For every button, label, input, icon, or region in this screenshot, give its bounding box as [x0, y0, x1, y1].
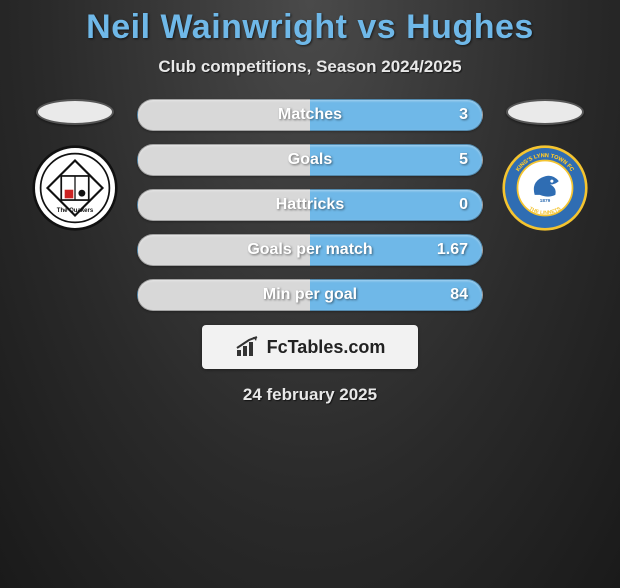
comparison-date: 24 february 2025 [0, 385, 620, 405]
stat-value-right: 5 [459, 151, 468, 169]
left-player-photo [36, 99, 114, 125]
left-team-badge: The Quakers [32, 145, 118, 231]
svg-text:The Quakers: The Quakers [57, 208, 94, 214]
brand-watermark: FcTables.com [202, 325, 418, 369]
stat-label: Hattricks [276, 196, 344, 214]
stat-bar: Goals 5 [137, 144, 483, 176]
stat-label: Matches [278, 106, 342, 124]
stat-bar: Goals per match 1.67 [137, 234, 483, 266]
left-player-column: The Quakers [15, 99, 135, 231]
stat-bar: Hattricks 0 [137, 189, 483, 221]
brand-text: FcTables.com [267, 337, 386, 358]
page-subtitle: Club competitions, Season 2024/2025 [0, 57, 620, 77]
chart-icon [235, 336, 261, 358]
svg-text:1879: 1879 [540, 198, 551, 204]
stat-label: Goals [288, 151, 332, 169]
stat-value-right: 3 [459, 106, 468, 124]
stat-value-right: 84 [450, 286, 468, 304]
stat-label: Goals per match [247, 241, 372, 259]
comparison-layout: The Quakers Matches 3 Goals 5 Hattricks 0 Goal… [0, 99, 620, 311]
stat-value-right: 0 [459, 196, 468, 214]
stat-bar: Matches 3 [137, 99, 483, 131]
page-title: Neil Wainwright vs Hughes [0, 8, 620, 47]
right-team-badge: KING'S LYNN TOWN FC KING'S LYNN TOWN FC … [502, 145, 588, 231]
stat-bar: Min per goal 84 [137, 279, 483, 311]
stat-value-right: 1.67 [437, 241, 468, 259]
right-player-photo [506, 99, 584, 125]
stats-column: Matches 3 Goals 5 Hattricks 0 Goals per match 1… [135, 99, 485, 311]
right-player-column: KING'S LYNN TOWN FC KING'S LYNN TOWN FC … [485, 99, 605, 231]
stat-label: Min per goal [263, 286, 357, 304]
